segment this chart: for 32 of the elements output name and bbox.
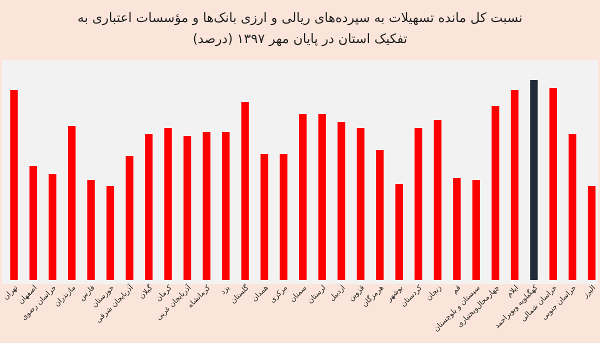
chart-title: نسبت کل مانده تسهیلات به سپرده‌های ریالی و ارزی بانک‌ها و مؤسسات اعتباری به تفکیک استان در پایان مهر ۱۳۹۷ (درصد) [76,10,524,49]
bar [106,186,114,280]
bar [472,180,480,280]
bar [184,136,192,280]
bar [356,128,364,280]
bar [126,156,134,280]
bar [48,174,56,280]
bar [376,150,384,280]
bar [414,128,422,280]
bar [434,120,442,280]
bar [222,132,230,280]
bar [492,106,500,280]
bar [588,186,596,280]
bar [549,88,557,280]
bar [10,90,18,280]
bar [299,114,307,280]
bar [338,122,346,280]
bar [395,184,403,280]
bar [453,178,461,280]
bar [530,80,538,280]
bar [29,166,38,280]
bar [568,134,576,280]
bar [280,154,288,280]
bar [87,180,95,280]
bar [164,128,172,280]
bar [510,90,518,280]
bar [144,134,153,280]
bar [241,102,249,280]
bar [260,154,268,280]
bar [68,126,76,280]
bar [202,132,210,280]
bar [318,114,326,280]
